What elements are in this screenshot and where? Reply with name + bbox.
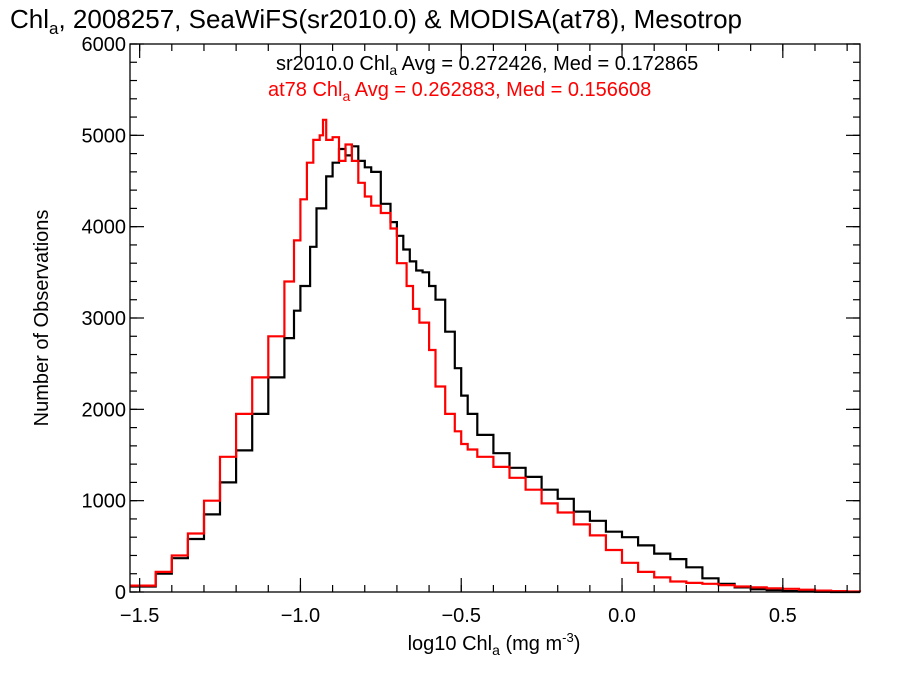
series-line-sr2010.0 bbox=[130, 145, 860, 594]
x-tick-label: −0.5 bbox=[441, 605, 480, 627]
tick-labels: −1.5 −1.0 −0.5 0.0 0.5 0 1000 2000 3000 4000 5000 6… bbox=[82, 34, 797, 627]
y-tick-label: 0 bbox=[115, 582, 126, 604]
y-tick-label: 4000 bbox=[82, 217, 127, 239]
x-axis-label: log10 Chla (mg m-3) bbox=[408, 630, 581, 658]
annotation-at78: at78 Chla Avg = 0.262883, Med = 0.156608 bbox=[268, 79, 651, 104]
x-tick-label: 0.0 bbox=[608, 605, 636, 627]
x-tick-label: −1.0 bbox=[281, 605, 320, 627]
y-tick-label: 3000 bbox=[82, 308, 127, 330]
annotation-sr2010: sr2010.0 Chla Avg = 0.272426, Med = 0.17… bbox=[276, 53, 698, 78]
y-tick-label: 2000 bbox=[82, 399, 127, 421]
y-tick-label: 6000 bbox=[82, 34, 127, 56]
x-tick-label: 0.5 bbox=[769, 605, 797, 627]
y-axis-label: Number of Observations bbox=[31, 210, 53, 427]
y-tick-label: 1000 bbox=[82, 491, 127, 513]
x-tick-label: −1.5 bbox=[120, 605, 159, 627]
chart-title: Chla, 2008257, SeaWiFS(sr2010.0) & MODIS… bbox=[10, 4, 742, 38]
series-line-at78 bbox=[130, 118, 862, 593]
y-tick-label: 5000 bbox=[82, 125, 127, 147]
series-layer bbox=[130, 118, 862, 594]
plot-frame bbox=[129, 43, 861, 593]
